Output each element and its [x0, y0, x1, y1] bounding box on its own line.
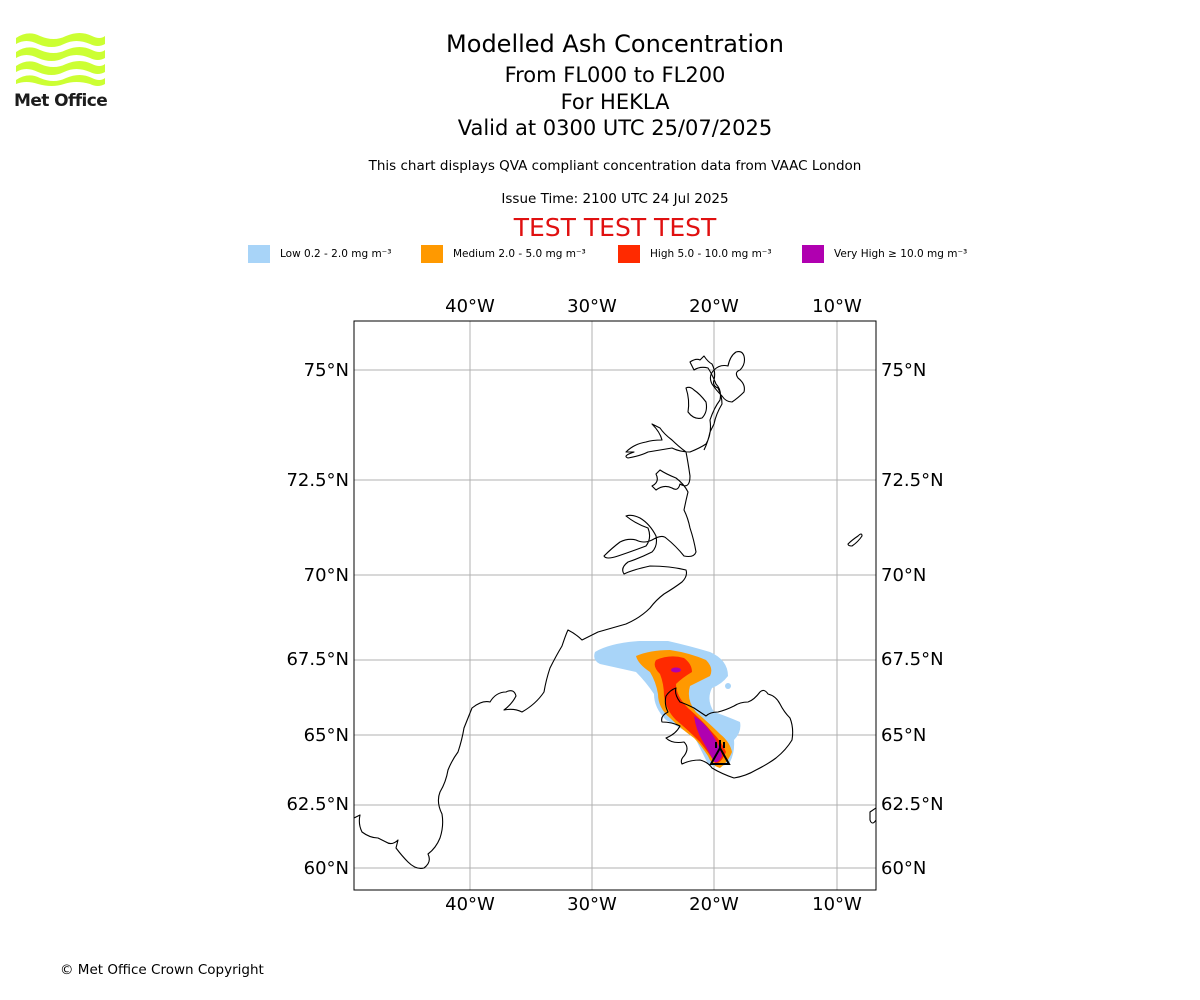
hekla-volcano-icon — [709, 740, 731, 765]
map-gridlines — [354, 321, 876, 890]
chart-subtitle: This chart displays QVA compliant concen… — [368, 158, 862, 174]
jan-mayen-coastline — [847, 533, 863, 547]
lat-label-left: 67.5°N — [286, 649, 349, 670]
lon-label-bottom: 20°W — [689, 894, 739, 915]
lat-label-right: 60°N — [881, 858, 926, 879]
legend-item-high: High 5.0 - 10.0 mg m⁻³ — [618, 244, 772, 264]
lon-label-top: 30°W — [567, 296, 617, 317]
legend-label-medium: Medium 2.0 - 5.0 mg m⁻³ — [453, 248, 586, 260]
lat-label-left: 75°N — [304, 360, 349, 381]
legend-item-very-high: Very High ≥ 10.0 mg m⁻³ — [802, 244, 967, 264]
legend-item-medium: Medium 2.0 - 5.0 mg m⁻³ — [421, 244, 586, 264]
met-office-logo: Met Office — [14, 30, 108, 112]
greenland-northeast-coastline — [709, 350, 746, 403]
lat-label-right: 75°N — [881, 360, 926, 381]
lon-label-top: 10°W — [812, 296, 862, 317]
lat-label-left: 60°N — [304, 858, 349, 879]
latitude-labels-left: 75°N 72.5°N 70°N 67.5°N 65°N 62.5°N 60°N — [286, 360, 349, 879]
legend-label-low: Low 0.2 - 2.0 mg m⁻³ — [280, 248, 392, 260]
coastlines — [354, 350, 876, 869]
lat-label-right: 70°N — [881, 565, 926, 586]
faroe-coastline — [869, 807, 876, 824]
greenland-coastline — [354, 355, 723, 869]
legend-swatch-medium — [421, 245, 443, 263]
lat-label-left: 62.5°N — [286, 794, 349, 815]
volcano-name: For HEKLA — [560, 90, 670, 114]
met-office-logo-waves — [16, 33, 105, 86]
lat-label-left: 70°N — [304, 565, 349, 586]
chart-title: Modelled Ash Concentration — [446, 30, 784, 58]
lat-label-left: 65°N — [304, 725, 349, 746]
ash-very-high-zone — [694, 716, 722, 763]
legend-label-very-high: Very High ≥ 10.0 mg m⁻³ — [834, 248, 968, 260]
lat-label-left: 72.5°N — [286, 470, 349, 491]
met-office-logo-text: Met Office — [14, 91, 108, 111]
lon-label-bottom: 40°W — [445, 894, 495, 915]
ash-plume — [594, 641, 741, 768]
legend-swatch-low — [248, 245, 270, 263]
lon-label-top: 40°W — [445, 296, 495, 317]
latitude-labels-right: 75°N 72.5°N 70°N 67.5°N 65°N 62.5°N 60°N — [881, 360, 944, 879]
greenland-fjord-detail — [685, 386, 708, 419]
longitude-labels-top: 40°W 30°W 20°W 10°W — [445, 296, 862, 317]
lon-label-bottom: 30°W — [567, 894, 617, 915]
legend-swatch-high — [618, 245, 640, 263]
map-frame — [353, 320, 877, 891]
ash-low-spot — [725, 683, 731, 689]
lat-label-right: 67.5°N — [881, 649, 944, 670]
legend-label-high: High 5.0 - 10.0 mg m⁻³ — [650, 248, 772, 260]
longitude-labels-bottom: 40°W 30°W 20°W 10°W — [445, 894, 862, 915]
copyright-notice: © Met Office Crown Copyright — [60, 962, 264, 978]
concentration-legend: Low 0.2 - 2.0 mg m⁻³ Medium 2.0 - 5.0 mg… — [0, 244, 1200, 264]
valid-time: Valid at 0300 UTC 25/07/2025 — [457, 116, 773, 140]
ash-very-high-spot — [671, 667, 681, 673]
lat-label-right: 65°N — [881, 725, 926, 746]
flight-level-range: From FL000 to FL200 — [504, 63, 726, 87]
lat-label-right: 62.5°N — [881, 794, 944, 815]
legend-item-low: Low 0.2 - 2.0 mg m⁻³ — [248, 244, 391, 264]
lat-label-right: 72.5°N — [881, 470, 944, 491]
lon-label-top: 20°W — [689, 296, 739, 317]
issue-time: Issue Time: 2100 UTC 24 Jul 2025 — [501, 191, 729, 207]
iceland-coastline — [661, 687, 794, 779]
test-banner: TEST TEST TEST — [513, 213, 717, 242]
lon-label-bottom: 10°W — [812, 894, 862, 915]
legend-swatch-very-high — [802, 245, 824, 263]
